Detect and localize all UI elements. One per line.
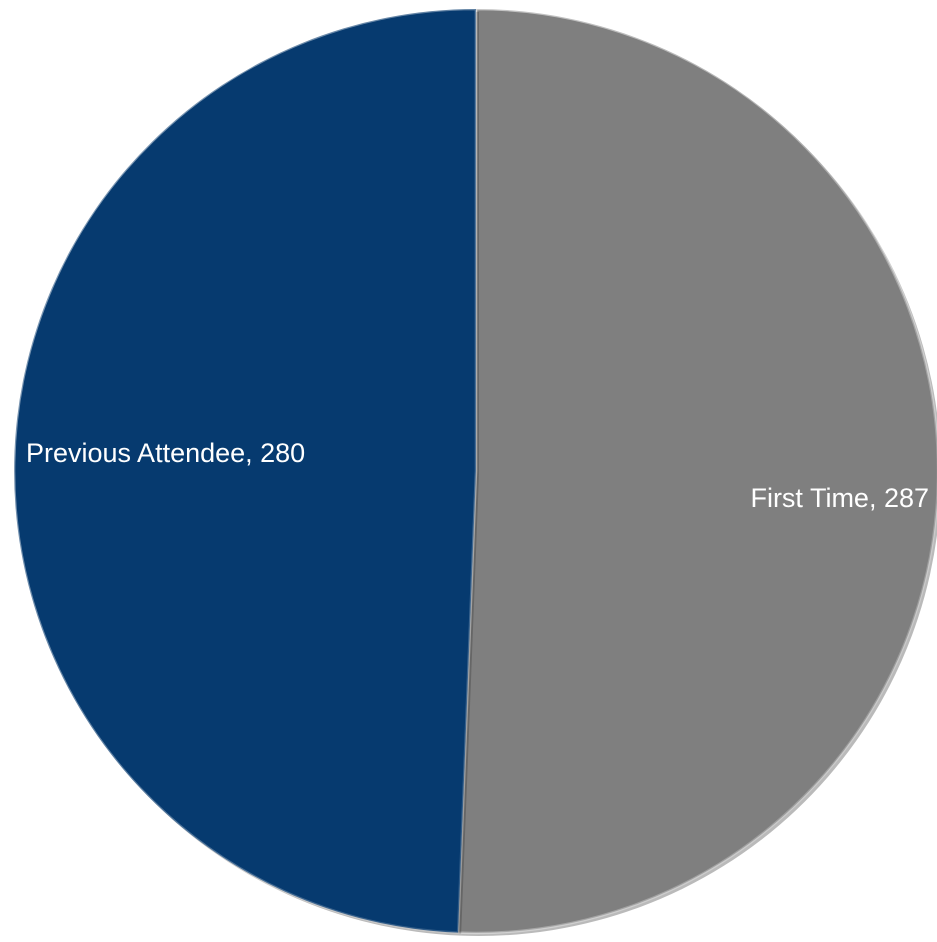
data-label-first-time: First Time, 287 [750, 483, 929, 513]
pie-data-labels: Previous Attendee, 280 First Time, 287 [26, 438, 929, 513]
data-label-previous-attendee: Previous Attendee, 280 [26, 438, 305, 468]
pie-slice-first-time[interactable] [456, 7, 937, 935]
pie-slice-previous-attendee[interactable] [12, 7, 478, 934]
pie-slices [12, 7, 937, 936]
